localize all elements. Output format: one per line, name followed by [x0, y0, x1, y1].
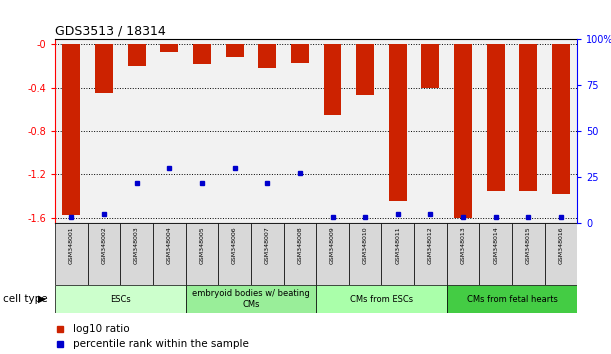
Bar	[291, 44, 309, 63]
Text: GSM348014: GSM348014	[493, 226, 498, 264]
Text: GSM348002: GSM348002	[101, 226, 106, 264]
FancyBboxPatch shape	[186, 285, 316, 313]
Text: cell type: cell type	[3, 294, 48, 304]
Bar	[193, 44, 211, 64]
Text: GSM348009: GSM348009	[330, 226, 335, 264]
Bar	[258, 44, 276, 68]
Bar	[487, 44, 505, 190]
FancyBboxPatch shape	[87, 223, 120, 285]
Text: GSM348007: GSM348007	[265, 226, 269, 264]
Text: GSM348005: GSM348005	[199, 226, 205, 264]
Bar	[552, 44, 570, 194]
Bar	[128, 44, 145, 66]
FancyBboxPatch shape	[545, 223, 577, 285]
FancyBboxPatch shape	[316, 223, 349, 285]
FancyBboxPatch shape	[447, 223, 480, 285]
Text: GSM348001: GSM348001	[69, 226, 74, 264]
Text: GSM348011: GSM348011	[395, 226, 400, 264]
Text: GSM348010: GSM348010	[363, 226, 368, 264]
Text: percentile rank within the sample: percentile rank within the sample	[73, 339, 249, 349]
Text: GDS3513 / 18314: GDS3513 / 18314	[55, 25, 166, 38]
Text: CMs from fetal hearts: CMs from fetal hearts	[467, 295, 557, 304]
FancyBboxPatch shape	[55, 285, 186, 313]
FancyBboxPatch shape	[316, 285, 447, 313]
Text: GSM348003: GSM348003	[134, 226, 139, 264]
Text: GSM348016: GSM348016	[558, 226, 563, 264]
Text: log10 ratio: log10 ratio	[73, 324, 130, 333]
Text: ESCs: ESCs	[110, 295, 131, 304]
FancyBboxPatch shape	[120, 223, 153, 285]
Text: GSM348004: GSM348004	[167, 226, 172, 264]
Text: GSM348008: GSM348008	[298, 226, 302, 264]
Bar	[519, 44, 538, 190]
Bar	[95, 44, 113, 93]
FancyBboxPatch shape	[349, 223, 381, 285]
Bar	[160, 44, 178, 52]
FancyBboxPatch shape	[55, 223, 87, 285]
Text: GSM348013: GSM348013	[461, 226, 466, 264]
Bar	[422, 44, 439, 88]
Text: embryoid bodies w/ beating
CMs: embryoid bodies w/ beating CMs	[192, 290, 310, 309]
Bar	[225, 44, 244, 57]
FancyBboxPatch shape	[381, 223, 414, 285]
Text: GSM348006: GSM348006	[232, 226, 237, 264]
FancyBboxPatch shape	[414, 223, 447, 285]
Bar	[324, 44, 342, 115]
FancyBboxPatch shape	[480, 223, 512, 285]
Text: GSM348015: GSM348015	[526, 226, 531, 264]
Bar	[62, 44, 80, 216]
FancyBboxPatch shape	[186, 223, 218, 285]
Text: ▶: ▶	[38, 294, 46, 304]
FancyBboxPatch shape	[512, 223, 545, 285]
FancyBboxPatch shape	[447, 285, 577, 313]
Bar	[356, 44, 374, 95]
Bar	[389, 44, 407, 201]
FancyBboxPatch shape	[251, 223, 284, 285]
Bar	[454, 44, 472, 218]
Text: CMs from ESCs: CMs from ESCs	[350, 295, 413, 304]
Text: GSM348012: GSM348012	[428, 226, 433, 264]
FancyBboxPatch shape	[284, 223, 316, 285]
FancyBboxPatch shape	[218, 223, 251, 285]
FancyBboxPatch shape	[153, 223, 186, 285]
